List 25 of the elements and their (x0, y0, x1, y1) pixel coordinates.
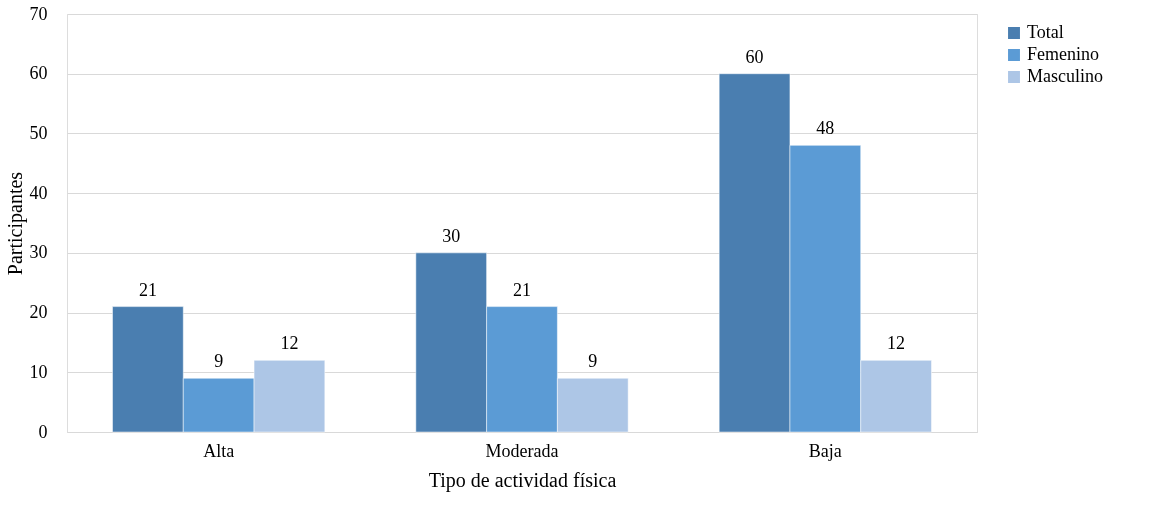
y-tick-label: 60 (29, 63, 48, 84)
data-label: 21 (138, 279, 157, 300)
legend-label: Masculino (1027, 66, 1103, 86)
data-label: 9 (588, 351, 598, 372)
y-tick-label: 10 (29, 361, 48, 382)
y-tick-label: 0 (38, 421, 48, 442)
data-label: 30 (442, 225, 461, 246)
x-tick-label: Moderada (485, 440, 559, 461)
y-tick-label: 20 (29, 302, 48, 323)
x-tick-label: Baja (808, 440, 842, 461)
y-tick-label: 70 (29, 3, 48, 24)
y-tick-label: 30 (29, 242, 48, 263)
x-axis-title: Tipo de actividad física (428, 468, 617, 492)
legend-label: Femenino (1027, 44, 1099, 64)
data-label: 12 (887, 333, 906, 354)
data-label: 60 (745, 46, 764, 67)
data-label: 48 (816, 118, 835, 139)
data-label: 12 (280, 333, 299, 354)
x-tick-label: Alta (203, 440, 235, 461)
data-label: 9 (214, 351, 224, 372)
y-tick-label: 40 (29, 182, 48, 203)
legend-label: Total (1027, 22, 1064, 42)
y-tick-label: 50 (29, 122, 48, 143)
y-axis-title: Participantes (3, 171, 27, 276)
data-label: 21 (513, 279, 531, 300)
